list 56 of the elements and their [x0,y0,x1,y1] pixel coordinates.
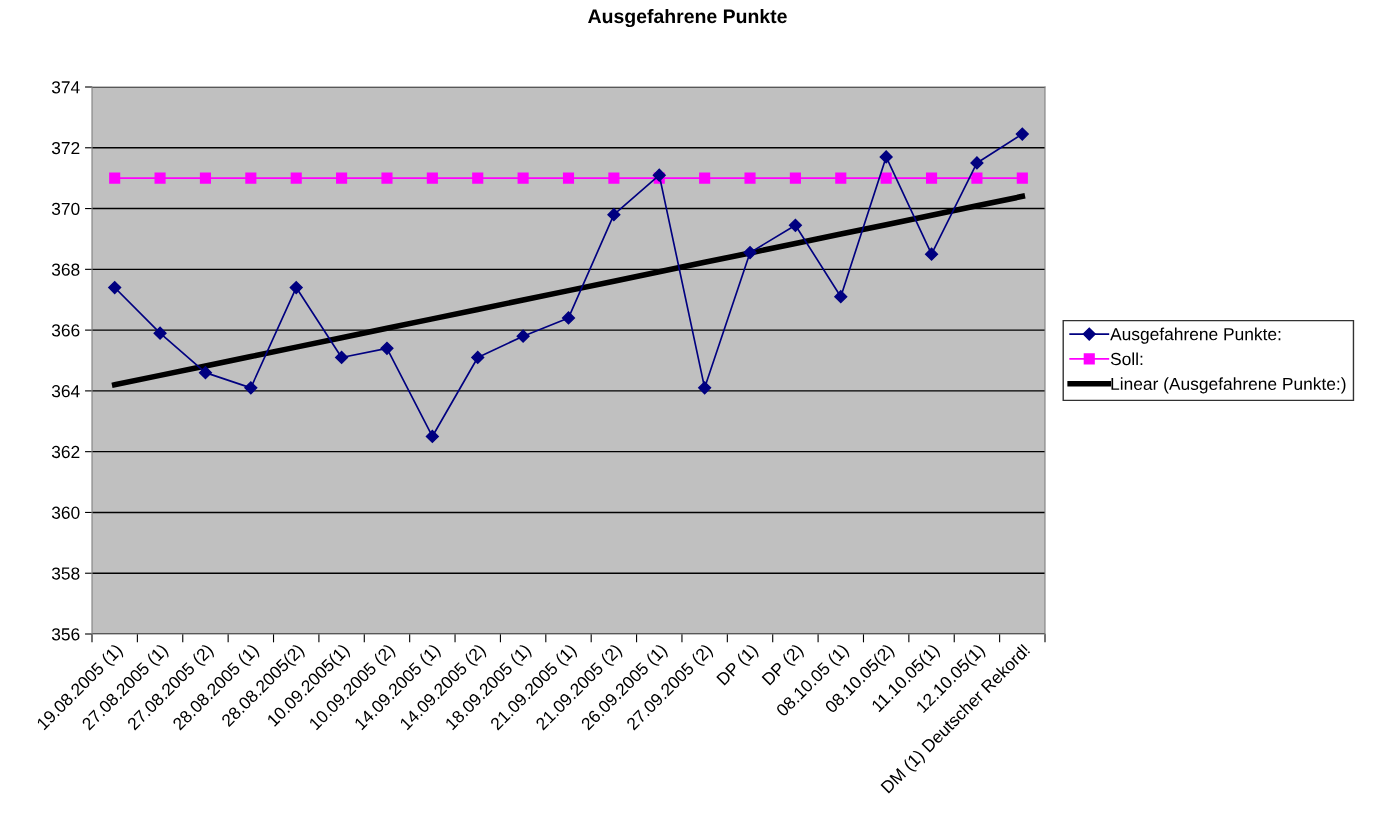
point [608,172,620,184]
point [471,350,485,365]
point [698,381,712,395]
point [880,172,892,184]
y-tick-label: 362 [51,445,80,459]
point [198,366,213,380]
point [743,246,757,260]
point [472,172,484,184]
point [108,280,122,295]
point [335,350,349,365]
point [652,168,666,182]
point [290,172,302,184]
y-tick-label: 370 [51,202,80,216]
y-tick-label: 368 [51,263,80,276]
point [561,311,576,325]
point [1016,172,1028,184]
point [971,172,983,184]
point [788,218,802,232]
y-tick-label: 356 [51,628,80,641]
point [154,172,166,184]
point [245,172,257,184]
point [289,280,303,295]
point [699,172,711,184]
point [153,326,167,340]
point [744,172,756,184]
y-tick-label: 372 [51,141,80,155]
y-tick-label: 366 [51,324,80,337]
point [925,172,938,184]
point [789,172,801,184]
point [426,172,438,184]
point [562,172,575,184]
point [381,172,393,184]
point [516,329,530,343]
legend-label: Linear (Ausgefahrene Punkte:) [1111,377,1346,394]
y-tick-label: 358 [51,567,80,580]
point [380,341,394,355]
legend-label: Ausgefahrene Punkte: [1110,327,1281,344]
point [517,172,529,184]
legend-label: Soll: [1110,352,1143,366]
chart-title: Ausgefahrene Punkte [588,8,787,28]
point [109,172,121,184]
point [199,172,212,184]
point [425,429,439,444]
point [879,150,893,164]
point [924,247,939,261]
point [336,172,348,184]
y-tick-label: 360 [51,506,80,519]
point [970,156,984,170]
point [607,208,621,222]
point [244,381,258,395]
y-tick-label: 374 [51,81,80,94]
y-tick-label: 364 [51,385,80,398]
point [835,172,847,184]
x-tick-label: DP (1) [715,643,761,689]
point [1015,127,1029,141]
point [834,290,848,304]
